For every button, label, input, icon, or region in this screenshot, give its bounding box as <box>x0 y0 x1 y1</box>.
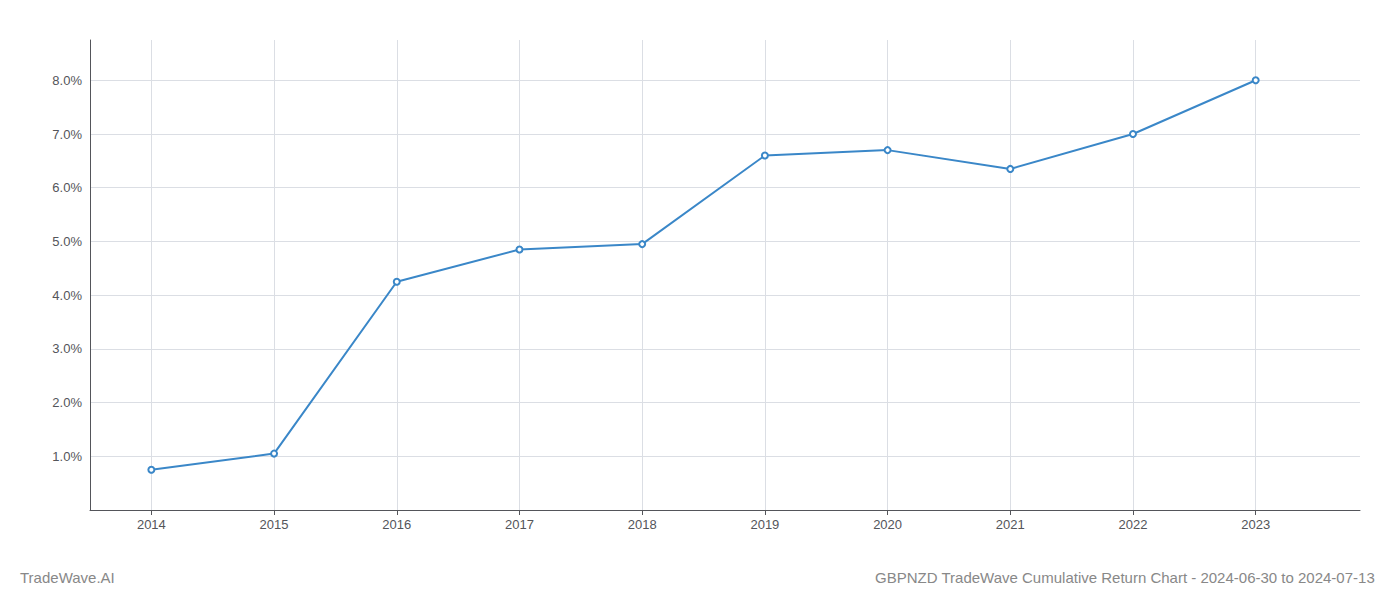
svg-text:2021: 2021 <box>996 517 1025 532</box>
svg-text:2020: 2020 <box>873 517 902 532</box>
svg-text:2019: 2019 <box>750 517 779 532</box>
svg-text:2015: 2015 <box>260 517 289 532</box>
svg-text:4.0%: 4.0% <box>52 288 82 303</box>
svg-text:7.0%: 7.0% <box>52 127 82 142</box>
svg-text:2016: 2016 <box>382 517 411 532</box>
svg-text:3.0%: 3.0% <box>52 341 82 356</box>
svg-text:2.0%: 2.0% <box>52 395 82 410</box>
svg-text:6.0%: 6.0% <box>52 180 82 195</box>
svg-text:2017: 2017 <box>505 517 534 532</box>
svg-text:2018: 2018 <box>628 517 657 532</box>
svg-text:5.0%: 5.0% <box>52 234 82 249</box>
svg-text:2014: 2014 <box>137 517 166 532</box>
svg-text:8.0%: 8.0% <box>52 73 82 88</box>
svg-text:GBPNZD TradeWave Cumulative Re: GBPNZD TradeWave Cumulative Return Chart… <box>875 569 1375 586</box>
svg-text:2023: 2023 <box>1241 517 1270 532</box>
svg-text:1.0%: 1.0% <box>52 449 82 464</box>
svg-text:TradeWave.AI: TradeWave.AI <box>20 569 115 586</box>
svg-text:2022: 2022 <box>1119 517 1148 532</box>
